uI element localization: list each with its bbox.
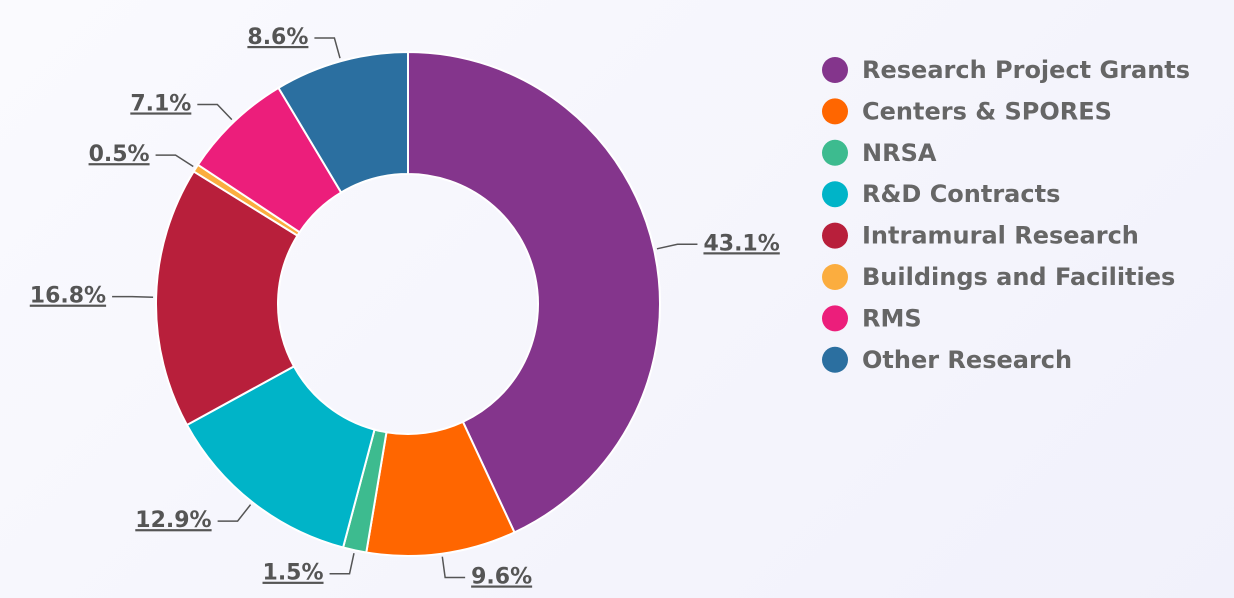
legend-swatch xyxy=(822,98,848,125)
leader-line xyxy=(112,295,154,298)
legend-swatch xyxy=(822,222,848,249)
legend-label: Research Project Grants xyxy=(862,56,1190,84)
leader-line xyxy=(329,553,355,575)
leader-line xyxy=(656,243,698,250)
legend-label: Intramural Research xyxy=(862,222,1139,250)
slice xyxy=(277,50,409,194)
value-label: 0.5% xyxy=(89,142,150,167)
legend-label: NRSA xyxy=(862,139,937,167)
leader-line xyxy=(217,504,252,522)
legend-swatch xyxy=(822,264,848,290)
slice xyxy=(155,170,299,427)
leader-line xyxy=(314,37,341,59)
value-label: 9.6% xyxy=(471,564,532,589)
legend-label: R&D Contracts xyxy=(862,180,1060,208)
leader-line xyxy=(155,154,194,168)
leader-line xyxy=(197,103,233,121)
legend-swatch xyxy=(822,139,848,166)
legend-swatch xyxy=(822,181,848,208)
legend-swatch xyxy=(822,57,848,83)
legend-label: RMS xyxy=(862,304,922,332)
value-label: 12.9% xyxy=(135,508,211,533)
leader-line xyxy=(441,556,466,579)
legend-swatch xyxy=(822,346,848,373)
legend-label: Other Research xyxy=(862,346,1072,374)
value-label: 7.1% xyxy=(130,91,191,116)
value-label: 16.8% xyxy=(30,284,106,309)
value-label: 43.1% xyxy=(703,231,779,256)
slice xyxy=(407,50,661,534)
legend-swatch xyxy=(822,305,848,332)
legend-label: Buildings and Facilities xyxy=(862,263,1175,291)
value-label: 8.6% xyxy=(247,25,308,50)
legend-label: Centers & SPORES xyxy=(862,97,1112,125)
value-label: 1.5% xyxy=(263,561,324,586)
